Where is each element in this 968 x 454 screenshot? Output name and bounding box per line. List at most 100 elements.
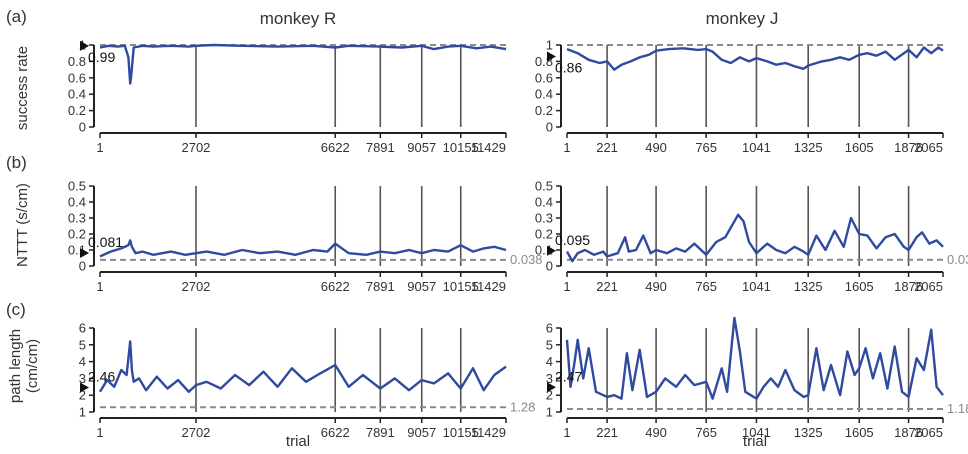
marker-value-label: 0.86 bbox=[555, 59, 582, 75]
x-tick-label: 2702 bbox=[181, 279, 210, 294]
x-tick-label: 221 bbox=[596, 140, 618, 155]
y-tick-label: 0.2 bbox=[535, 227, 553, 242]
reference-label: 1.18 bbox=[947, 401, 968, 416]
y-tick-label: 0.4 bbox=[535, 87, 553, 102]
x-tick-label: 765 bbox=[695, 425, 717, 440]
ylabel-path-length-line1: path length bbox=[7, 329, 24, 403]
x-tick-label: 490 bbox=[645, 279, 667, 294]
column-title-monkey-j: monkey J bbox=[706, 9, 779, 28]
marker-value-label: 0.081 bbox=[88, 234, 123, 250]
y-tick-label: 0.4 bbox=[68, 195, 86, 210]
y-tick-label: 0.8 bbox=[68, 54, 86, 69]
y-tick-label: 1 bbox=[546, 38, 553, 53]
chart-panels: 00.20.40.60.8112702662278919057101551142… bbox=[68, 38, 968, 441]
x-tick-label: 7891 bbox=[366, 279, 395, 294]
data-series-line bbox=[99, 239, 507, 258]
x-tick-label: 10155 bbox=[443, 279, 479, 294]
x-tick-label: 7891 bbox=[366, 425, 395, 440]
reference-label: 0.039 bbox=[947, 252, 968, 267]
x-tick-label: 1 bbox=[563, 279, 570, 294]
ylabel-nttt: NTTT (s/cm) bbox=[14, 183, 31, 267]
x-tick-label: 1041 bbox=[742, 425, 771, 440]
x-tick-label: 1 bbox=[563, 425, 570, 440]
y-tick-label: 0.3 bbox=[68, 211, 86, 226]
panel-a-monkey-j: 00.20.40.60.811 221 490 765 1041 1325 1605 1876… bbox=[535, 38, 944, 155]
x-tick-label: 6622 bbox=[321, 425, 350, 440]
x-tick-label: 11429 bbox=[471, 279, 506, 294]
x-tick-label: 221 bbox=[596, 279, 618, 294]
x-tick-label: 1041 bbox=[742, 279, 771, 294]
x-tick-label: 1 bbox=[563, 140, 570, 155]
x-tick-label: 11429 bbox=[471, 425, 506, 440]
x-tick-label: 9057 bbox=[407, 279, 436, 294]
y-tick-label: 0.4 bbox=[68, 87, 86, 102]
x-tick-label: 765 bbox=[695, 140, 717, 155]
marker-arrow bbox=[80, 248, 89, 259]
x-tick-label: 1876 bbox=[894, 140, 923, 155]
data-series-line bbox=[98, 340, 507, 393]
y-tick-label: 4 bbox=[546, 354, 553, 369]
y-tick-label: 0.5 bbox=[535, 179, 553, 194]
marker-value-label: 2.46 bbox=[88, 368, 115, 384]
x-tick-label: 10155 bbox=[443, 425, 479, 440]
x-tick-label: 10155 bbox=[443, 140, 479, 155]
x-tick-label: 1 bbox=[96, 425, 103, 440]
x-tick-label: 1 bbox=[96, 140, 103, 155]
ylabel-path-length-line2: (cm/cm) bbox=[24, 339, 41, 393]
y-tick-label: 0 bbox=[546, 259, 553, 274]
marker-value-label: 0.99 bbox=[88, 49, 115, 65]
x-tick-label: 2065 bbox=[914, 140, 943, 155]
marker-value-label: 0.095 bbox=[555, 232, 590, 248]
marker-arrow bbox=[547, 382, 556, 393]
x-tick-label: 1325 bbox=[794, 140, 823, 155]
x-tick-label: 7891 bbox=[366, 140, 395, 155]
panel-label-a: (a) bbox=[6, 7, 27, 26]
ylabel-success-rate: success rate bbox=[14, 46, 31, 130]
x-tick-label: 1325 bbox=[794, 279, 823, 294]
x-tick-label: 221 bbox=[596, 425, 618, 440]
x-tick-label: 1876 bbox=[894, 279, 923, 294]
marker-arrow bbox=[547, 245, 556, 256]
marker-value-label: 2.47 bbox=[555, 368, 582, 384]
y-tick-label: 0.3 bbox=[535, 211, 553, 226]
marker-arrow bbox=[80, 382, 89, 393]
panel-label-b: (b) bbox=[6, 153, 27, 172]
x-tick-label: 1041 bbox=[742, 140, 771, 155]
x-tick-label: 1 bbox=[96, 279, 103, 294]
y-tick-label: 3 bbox=[79, 371, 86, 386]
x-tick-label: 9057 bbox=[407, 425, 436, 440]
y-tick-label: 1 bbox=[546, 405, 553, 420]
reference-label: 1.28 bbox=[510, 399, 535, 414]
x-tick-label: 11429 bbox=[471, 140, 506, 155]
panel-c-monkey-j: 1.18 1 2 3 4 56 1 221 490 765 1041 1325 1605 18762065… bbox=[546, 316, 968, 440]
y-tick-label: 5 bbox=[546, 337, 553, 352]
x-tick-label: 2702 bbox=[181, 140, 210, 155]
y-tick-label: 5 bbox=[79, 337, 86, 352]
x-tick-label: 1605 bbox=[845, 425, 874, 440]
data-series-line bbox=[565, 213, 944, 263]
data-series-line bbox=[566, 46, 944, 71]
panel-a-monkey-r: 00.20.40.60.8112702662278919057101551142… bbox=[68, 38, 507, 155]
data-series-line bbox=[565, 316, 944, 400]
y-tick-label: 3 bbox=[546, 371, 553, 386]
x-tick-label: 765 bbox=[695, 279, 717, 294]
panel-b-monkey-j: 0.03900.10.20.30.40.51221490765104113251… bbox=[535, 179, 968, 295]
y-tick-label: 6 bbox=[546, 321, 553, 336]
reference-label: 0.038 bbox=[510, 252, 543, 267]
y-tick-label: 4 bbox=[79, 354, 86, 369]
x-tick-label: 2065 bbox=[914, 279, 943, 294]
y-tick-label: 0.4 bbox=[535, 195, 553, 210]
xlabel-trial-monkey-r: trial bbox=[286, 433, 310, 450]
xlabel-trial-monkey-j: trial bbox=[743, 433, 767, 450]
x-tick-label: 6622 bbox=[321, 279, 350, 294]
y-tick-label: 0.2 bbox=[535, 103, 553, 118]
column-title-monkey-r: monkey R bbox=[260, 9, 337, 28]
y-tick-label: 0.2 bbox=[68, 103, 86, 118]
x-tick-label: 490 bbox=[645, 140, 667, 155]
y-tick-label: 0.6 bbox=[68, 70, 86, 85]
y-tick-label: 0.5 bbox=[68, 179, 86, 194]
x-tick-label: 1605 bbox=[845, 279, 874, 294]
x-tick-label: 1605 bbox=[845, 140, 874, 155]
